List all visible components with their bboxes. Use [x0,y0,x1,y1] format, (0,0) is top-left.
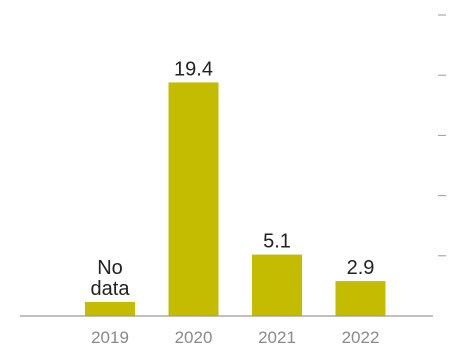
x-tick-label-2020: 2020 [175,328,213,347]
data-label-2021: 5.1 [263,231,291,253]
data-label-2019: No data [91,257,131,300]
x-tick-label-2022: 2022 [342,328,380,347]
data-label-2022: 2.9 [347,257,375,279]
data-label-2020: 19.4 [174,58,213,80]
bar-2020 [168,82,219,316]
y-axis-ticks [438,14,446,257]
x-tick-label-2019: 2019 [91,328,129,347]
bars [85,82,386,316]
data-labels: No data 19.4 5.1 2.9 [91,58,375,300]
bar-2021 [252,254,302,316]
x-tick-label-2021: 2021 [258,328,296,347]
bar-2022 [335,281,386,316]
bar-2019 [85,302,135,316]
x-axis-tick-labels: 2019 2020 2021 2022 [91,328,379,347]
